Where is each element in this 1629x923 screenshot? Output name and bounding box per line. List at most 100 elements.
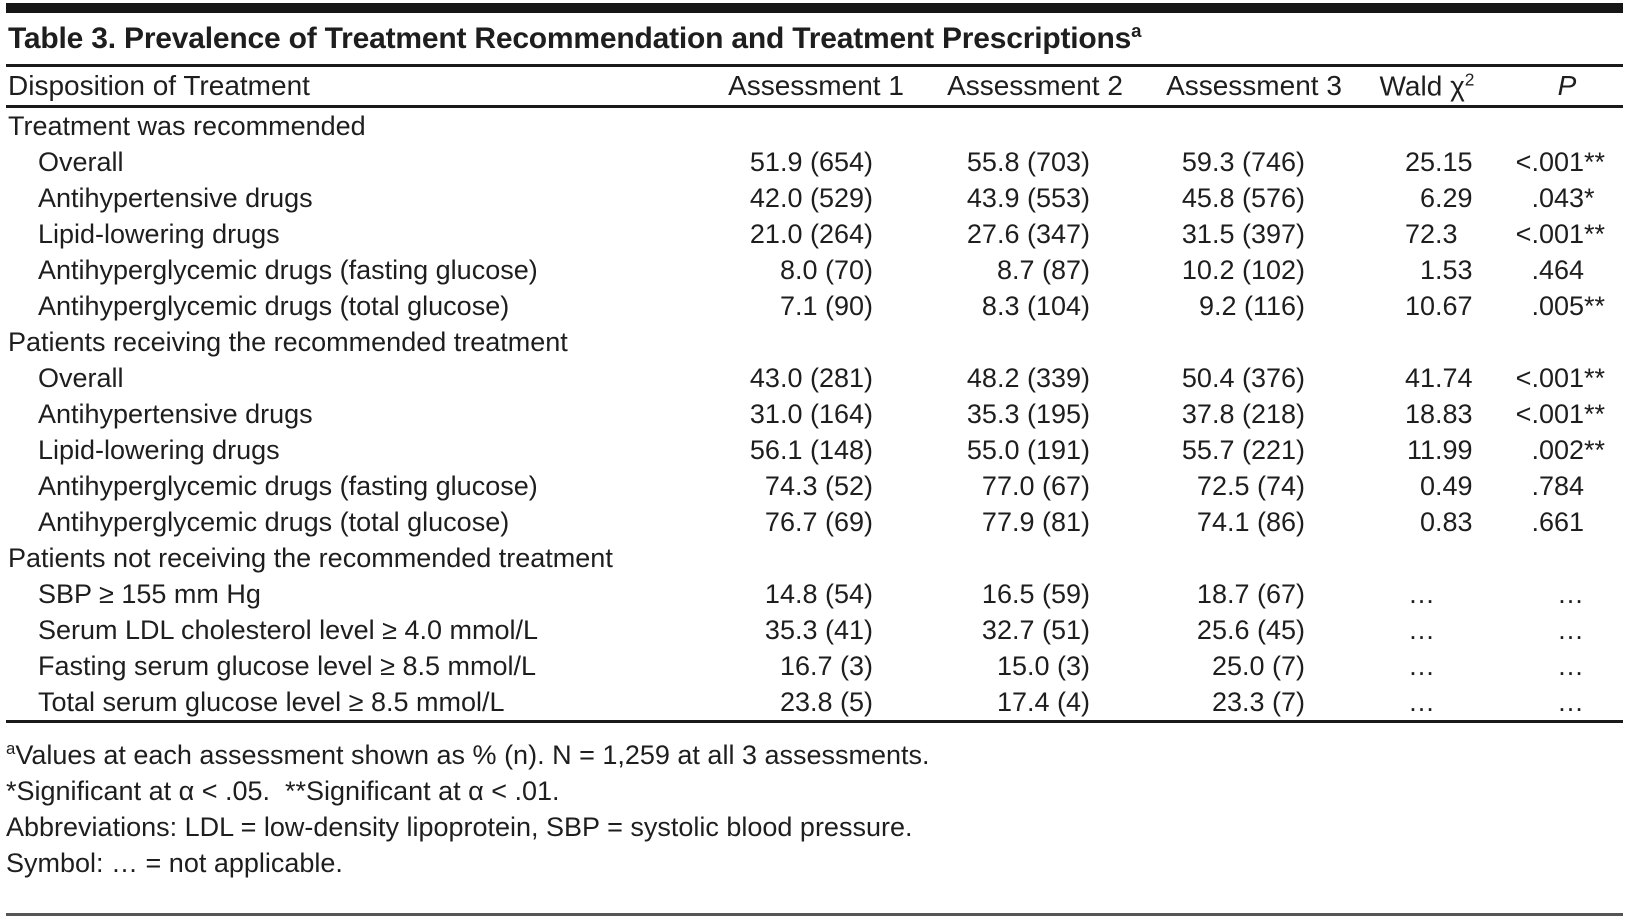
assessment2-cell: 15.0 (3) <box>996 651 1090 681</box>
wald-frac-cell <box>1435 648 1481 684</box>
table-row: Antihyperglycemic drugs (fasting glucose… <box>6 252 1623 288</box>
p-value-cell: <.001 <box>1515 147 1584 177</box>
assessment3-cell: 59.3 (746) <box>1181 147 1305 177</box>
p-significance-stars <box>1584 252 1621 288</box>
assessment3-cell: 37.8 (218) <box>1181 399 1305 429</box>
assessment2-cell: 55.8 (703) <box>966 147 1090 177</box>
assessment3-cell: 9.2 (116) <box>1198 291 1305 321</box>
row-label: Antihyperglycemic drugs (total glucose) <box>38 291 510 321</box>
assessment1-cell: 8.0 (70) <box>779 255 873 285</box>
wald-int-cell: … <box>1408 651 1435 681</box>
p-value-cell: .464 <box>1531 255 1584 285</box>
table-row: Lipid-lowering drugs 56.1 (148) 55.0 (191)… <box>6 432 1623 468</box>
header-rule <box>6 105 1623 108</box>
table-row: Antihyperglycemic drugs (fasting glucose… <box>6 468 1623 504</box>
footnote-text: Abbreviations: LDL = low-density lipopro… <box>6 812 913 842</box>
assessment3-cell: 23.3 (7) <box>1211 687 1305 717</box>
table-row: Overall 43.0 (281) 48.2 (339) 50.4 (376) 41.… <box>6 360 1623 396</box>
row-label: Fasting serum glucose level ≥ 8.5 mmol/L <box>38 651 537 681</box>
row-label: Antihypertensive drugs <box>38 183 313 213</box>
table-row: Antihypertensive drugs 42.0 (529) 43.9 (55… <box>6 180 1623 216</box>
wald-int-cell: 10 <box>1404 291 1435 321</box>
wald-frac-cell: .29 <box>1435 183 1473 213</box>
row-label: Patients receiving the recommended treat… <box>8 327 568 357</box>
wald-frac-cell: .74 <box>1435 363 1473 393</box>
p-value-cell: .005 <box>1531 291 1584 321</box>
row-label: Serum LDL cholesterol level ≥ 4.0 mmol/L <box>38 615 539 645</box>
section-row: Patients not receiving the recommended t… <box>6 540 1623 576</box>
p-significance-stars: ** <box>1584 363 1606 393</box>
p-value-cell: .043 <box>1531 183 1584 213</box>
title-rule <box>6 64 1623 67</box>
wald-frac-cell: .83 <box>1435 399 1473 429</box>
assessment1-cell: 42.0 (529) <box>749 183 873 213</box>
row-label: Overall <box>38 363 124 393</box>
footnote-superscript: a <box>6 739 16 758</box>
wald-frac-cell: .3 <box>1435 219 1458 249</box>
row-label: Lipid-lowering drugs <box>38 219 280 249</box>
row-label: Overall <box>38 147 124 177</box>
wald-frac-cell: .53 <box>1435 255 1473 285</box>
assessment2-cell: 8.7 (87) <box>996 255 1090 285</box>
assessment3-cell: 50.4 (376) <box>1181 363 1305 393</box>
wald-int-cell: … <box>1408 687 1435 717</box>
wald-int-cell: 1 <box>1419 255 1435 285</box>
row-label: Patients not receiving the recommended t… <box>8 543 613 573</box>
column-header-assessment2: Assessment 2 <box>947 70 1123 101</box>
assessment2-cell: 17.4 (4) <box>996 687 1090 717</box>
table-title-superscript: a <box>1131 20 1142 41</box>
column-header-p-value: P <box>1557 70 1577 101</box>
wald-frac-cell: .99 <box>1435 435 1473 465</box>
assessment3-cell: 45.8 (576) <box>1181 183 1305 213</box>
assessment1-cell: 51.9 (654) <box>749 147 873 177</box>
footnote-line: *Significant at α < .05. **Significant a… <box>6 773 1623 809</box>
assessment1-cell: 23.8 (5) <box>779 687 873 717</box>
assessment1-cell: 35.3 (41) <box>764 615 873 645</box>
wald-frac-cell: .49 <box>1435 471 1473 501</box>
table-row: Fasting serum glucose level ≥ 8.5 mmol/L… <box>6 648 1623 684</box>
table-title: Table 3. Prevalence of Treatment Recomme… <box>6 13 1623 64</box>
wald-frac-cell: .15 <box>1435 147 1473 177</box>
assessment1-cell: 16.7 (3) <box>779 651 873 681</box>
top-rule <box>6 3 1623 13</box>
assessment3-cell: 25.6 (45) <box>1196 615 1305 645</box>
p-significance-stars: ** <box>1584 291 1606 321</box>
wald-int-cell: 0 <box>1419 471 1435 501</box>
p-significance-stars <box>1584 684 1621 720</box>
table-row: Total serum glucose level ≥ 8.5 mmol/L 23… <box>6 684 1623 720</box>
assessment3-cell: 10.2 (102) <box>1181 255 1305 285</box>
table-row: Antihyperglycemic drugs (total glucose) 7… <box>6 288 1623 324</box>
table-row: Antihyperglycemic drugs (total glucose) 7… <box>6 504 1623 540</box>
row-label: Treatment was recommended <box>8 111 366 141</box>
p-value-cell: <.001 <box>1515 399 1584 429</box>
wald-int-cell: 0 <box>1419 507 1435 537</box>
row-label: SBP ≥ 155 mm Hg <box>38 579 261 609</box>
p-value-cell: .784 <box>1531 471 1584 501</box>
row-label: Antihyperglycemic drugs (fasting glucose… <box>38 471 538 501</box>
footnote-text: Values at each assessment shown as % (n)… <box>15 740 930 770</box>
p-significance-stars <box>1584 648 1621 684</box>
p-value-cell: … <box>1557 687 1584 717</box>
wald-frac-cell <box>1435 684 1481 720</box>
wald-frac-cell <box>1435 612 1481 648</box>
table-row: SBP ≥ 155 mm Hg 14.8 (54) 16.5 (59) 18.7 (6… <box>6 576 1623 612</box>
assessment3-cell: 18.7 (67) <box>1196 579 1305 609</box>
wald-int-cell: … <box>1408 579 1435 609</box>
p-significance-stars: ** <box>1584 399 1606 429</box>
p-value-cell: <.001 <box>1515 219 1584 249</box>
wald-superscript: 2 <box>1464 69 1475 90</box>
row-label: Lipid-lowering drugs <box>38 435 280 465</box>
table-row: Overall 51.9 (654) 55.8 (703) 59.3 (746) 25.… <box>6 144 1623 180</box>
wald-frac-cell: .67 <box>1435 291 1473 321</box>
p-significance-stars: ** <box>1584 147 1606 177</box>
table-title-text: Table 3. Prevalence of Treatment Recomme… <box>8 22 1132 55</box>
assessment2-cell: 55.0 (191) <box>966 435 1090 465</box>
column-header-wald-chi-square: Wald χ2 <box>1379 69 1475 102</box>
wald-int-cell: 11 <box>1406 435 1435 465</box>
assessment3-cell: 25.0 (7) <box>1211 651 1305 681</box>
bottom-rule <box>6 913 1623 916</box>
p-significance-stars: ** <box>1584 219 1606 249</box>
assessment3-cell: 31.5 (397) <box>1181 219 1305 249</box>
wald-int-cell: 25 <box>1404 147 1435 177</box>
p-significance-stars: ** <box>1584 435 1606 465</box>
